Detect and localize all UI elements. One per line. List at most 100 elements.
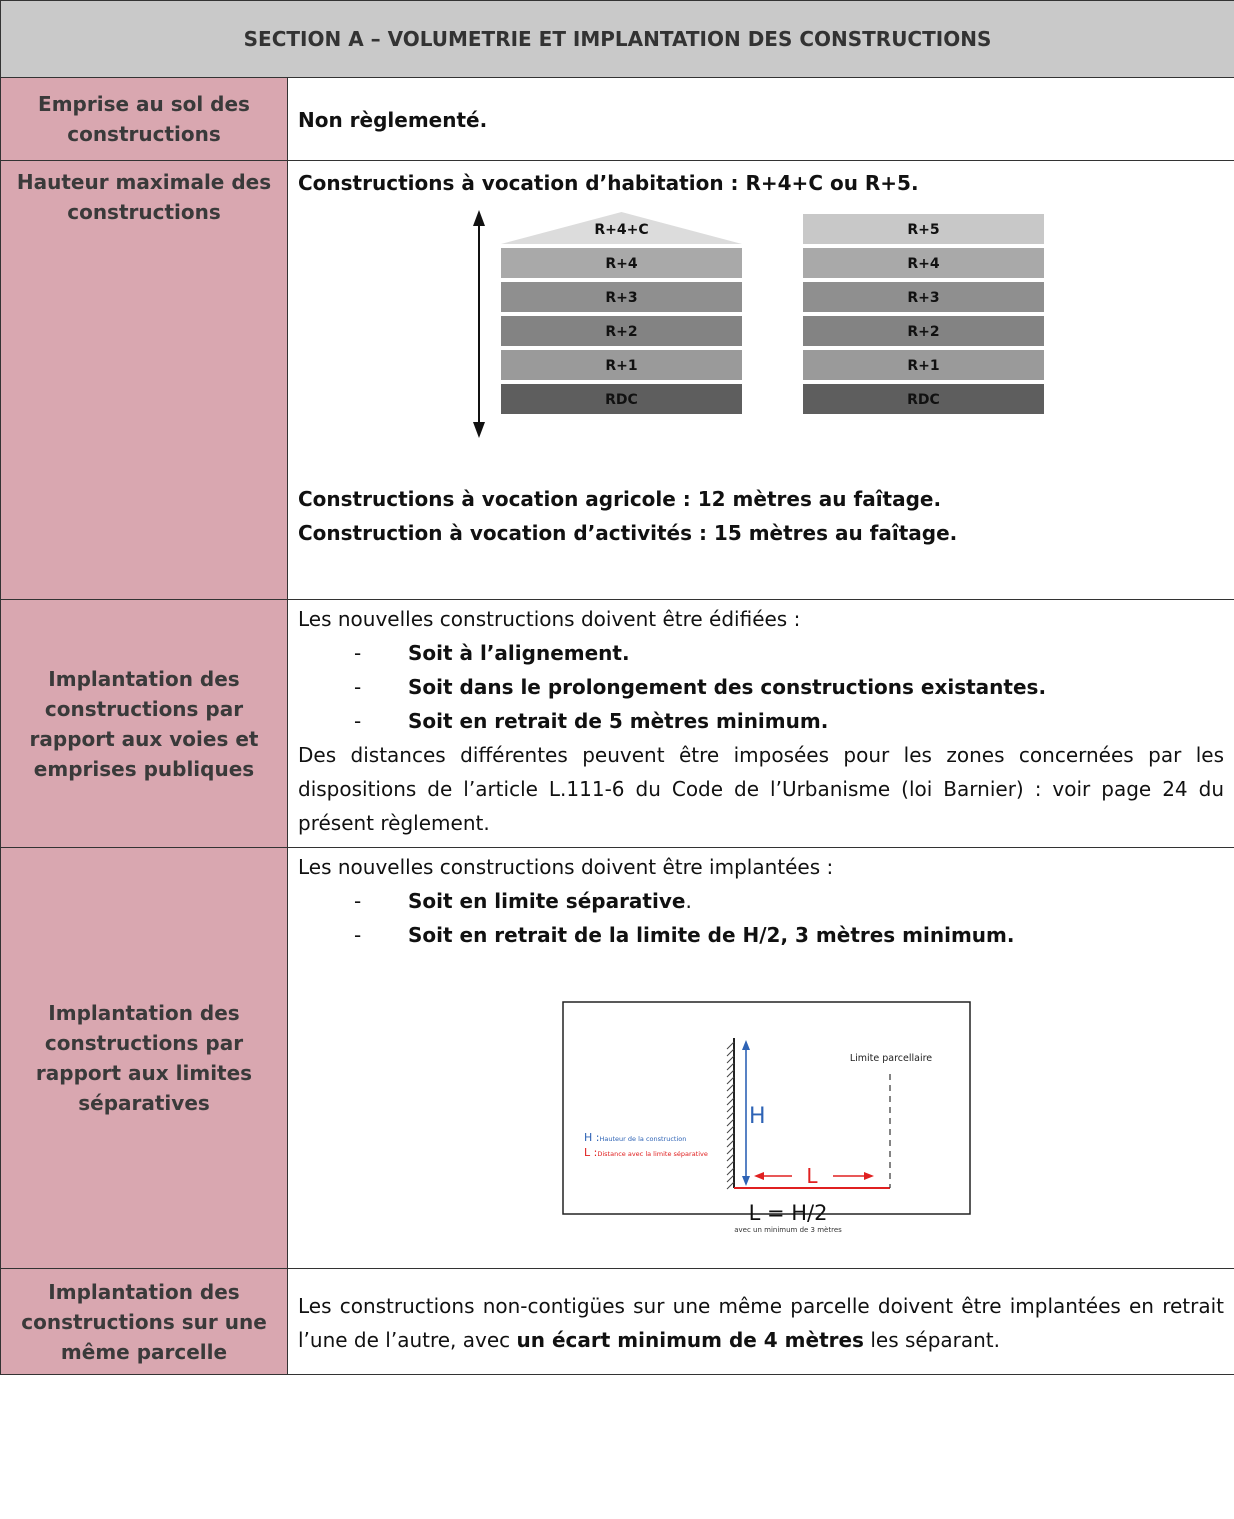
limites-bullet-2: - Soit en retrait de la limite de H/2, 3 …: [354, 923, 1015, 947]
levels-figure: R+4+C R+4 R+3 R+2 R+1 RDC R+5 R+4 R+3 R+2 R+1 RDC: [473, 210, 1044, 438]
voies-paragraph: Des distances différentes peuvent être i…: [298, 743, 1224, 835]
arrow-down-icon: [473, 422, 485, 438]
row-voies: Implantation des constructions par rappo…: [0, 599, 1234, 848]
hatch-stroke: [726, 1111, 735, 1120]
right-level-label-5: RDC: [907, 392, 940, 408]
legend-l: L :Distance avec la limite séparative: [584, 1146, 708, 1159]
left-level-label-5: RDC: [605, 392, 638, 408]
section-header-row: SECTION A – VOLUMETRIE ET IMPLANTATION D…: [0, 0, 1234, 78]
right-level-4: [803, 350, 1044, 380]
parcelle-text-1: Les constructions non-contigües sur une …: [298, 1293, 1224, 1352]
hatch-stroke: [726, 1090, 735, 1099]
arrow-up-icon: [473, 210, 485, 226]
right-level-1: [803, 248, 1044, 278]
hatch-stroke: [726, 1118, 735, 1127]
left-level-label-3: R+2: [605, 324, 637, 340]
hatch-stroke: [726, 1181, 735, 1190]
text-emprise: Non règlementé.: [287, 77, 1234, 161]
left-level-label-0: R+4+C: [594, 222, 648, 238]
legend-h: H :Hauteur de la construction: [584, 1131, 686, 1144]
voies-bullet-1-text: Soit à l’alignement.: [408, 641, 630, 665]
right-level-2: [803, 282, 1044, 312]
h-letter: H: [749, 1104, 766, 1129]
row-hauteur: Hauteur maximale des constructions Const…: [0, 160, 1234, 600]
height-diagram: R+4+C R+4 R+3 R+2 R+1 RDC R+5 R+4 R+3 R+2 R+1 RDC: [298, 200, 1224, 474]
right-level-label-1: R+4: [907, 256, 940, 272]
retrait-figure: H Limite parcellaire L H :Hauteur de la …: [562, 1001, 971, 1234]
section-title: SECTION A – VOLUMETRIE ET IMPLANTATION D…: [0, 0, 1234, 78]
parcelle-text-bold: un écart minimum de 4 mètres: [516, 1327, 864, 1352]
limite-label: Limite parcellaire: [850, 1053, 932, 1064]
content-voies: Les nouvelles constructions doivent être…: [287, 599, 1234, 848]
left-level-4: [501, 350, 742, 380]
formula: L = H/2: [749, 1201, 828, 1225]
h-arrow-down-icon: [742, 1176, 750, 1186]
label-parcelle: Implantation des constructions sur une m…: [0, 1268, 288, 1375]
h-arrow-up-icon: [742, 1040, 750, 1050]
levels-right: R+5 R+4 R+3 R+2 R+1 RDC: [803, 214, 1044, 414]
voies-bullet-2: - Soit dans le prolongement des construct…: [354, 675, 1047, 699]
hatch-stroke: [726, 1153, 735, 1162]
right-level-label-4: R+1: [907, 358, 939, 374]
row-parcelle: Implantation des constructions sur une m…: [0, 1268, 1234, 1375]
l-arrow-left-icon: [754, 1172, 764, 1180]
label-voies: Implantation des constructions par rappo…: [0, 599, 288, 848]
hauteur-agricole: Constructions à vocation agricole : 12 m…: [298, 487, 942, 511]
regulation-table: SECTION A – VOLUMETRIE ET IMPLANTATION D…: [0, 0, 1234, 1375]
wall-hatch: [726, 1041, 735, 1190]
hauteur-habitation: Constructions à vocation d’habitation : …: [298, 171, 919, 195]
left-level-5: [501, 384, 742, 414]
hatch-stroke: [726, 1160, 735, 1169]
l-arrow-right-icon: [864, 1172, 874, 1180]
left-level-1: [501, 248, 742, 278]
left-level-label-1: R+4: [605, 256, 638, 272]
l-letter: L: [806, 1164, 818, 1188]
left-level-label-4: R+1: [605, 358, 637, 374]
left-level-2: [501, 282, 742, 312]
hatch-stroke: [726, 1097, 735, 1106]
right-level-label-2: R+3: [907, 290, 939, 306]
left-roof: [501, 212, 742, 244]
parcelle-text-2: les séparant.: [863, 1327, 1000, 1352]
levels-left: R+4+C R+4 R+3 R+2 R+1 RDC: [501, 212, 742, 414]
hatch-stroke: [726, 1104, 735, 1113]
row-emprise: Emprise au sol des constructions Non règ…: [0, 77, 1234, 161]
hatch-stroke: [726, 1048, 735, 1057]
hatch-stroke: [726, 1167, 735, 1176]
hatch-stroke: [726, 1132, 735, 1141]
label-emprise: Emprise au sol des constructions: [0, 77, 288, 161]
voies-bullet-2-text: Soit dans le prolongement des constructi…: [408, 675, 1047, 699]
hatch-stroke: [726, 1055, 735, 1064]
limites-bullet-1-end: .: [685, 889, 692, 913]
retrait-diagram: H Limite parcellaire L H :Hauteur de la …: [298, 952, 1224, 1252]
voies-bullet-3: - Soit en retrait de 5 mètres minimum.: [354, 709, 829, 733]
hatch-stroke: [726, 1125, 735, 1134]
voies-intro: Les nouvelles constructions doivent être…: [298, 607, 801, 631]
content-parcelle: Les constructions non-contigües sur une …: [287, 1268, 1234, 1375]
label-limites: Implantation des constructions par rappo…: [0, 847, 288, 1269]
left-level-label-2: R+3: [605, 290, 637, 306]
left-level-3: [501, 316, 742, 346]
right-level-0: [803, 214, 1044, 244]
hatch-stroke: [726, 1041, 735, 1050]
limites-bullet-1: - Soit en limite séparative.: [354, 889, 692, 913]
hatch-stroke: [726, 1062, 735, 1071]
figure-frame: [562, 1001, 971, 1215]
label-hauteur: Hauteur maximale des constructions: [0, 160, 288, 600]
hatch-stroke: [726, 1146, 735, 1155]
voies-bullet-1: - Soit à l’alignement.: [354, 641, 630, 665]
hatch-stroke: [726, 1139, 735, 1148]
hatch-stroke: [726, 1076, 735, 1085]
right-level-3: [803, 316, 1044, 346]
hatch-stroke: [726, 1174, 735, 1183]
hauteur-activites: Construction à vocation d’activités : 15…: [298, 521, 958, 545]
right-level-label-3: R+2: [907, 324, 939, 340]
content-limites: Les nouvelles constructions doivent être…: [287, 847, 1234, 1269]
hatch-stroke: [726, 1069, 735, 1078]
right-level-label-0: R+5: [907, 222, 939, 238]
limites-bullet-1-text: Soit en limite séparative: [408, 889, 686, 913]
content-hauteur: Constructions à vocation d’habitation : …: [287, 160, 1234, 600]
limites-bullet-2-text: Soit en retrait de la limite de H/2, 3 m…: [408, 923, 1015, 947]
right-level-5: [803, 384, 1044, 414]
voies-bullet-3-text: Soit en retrait de 5 mètres minimum.: [408, 709, 829, 733]
